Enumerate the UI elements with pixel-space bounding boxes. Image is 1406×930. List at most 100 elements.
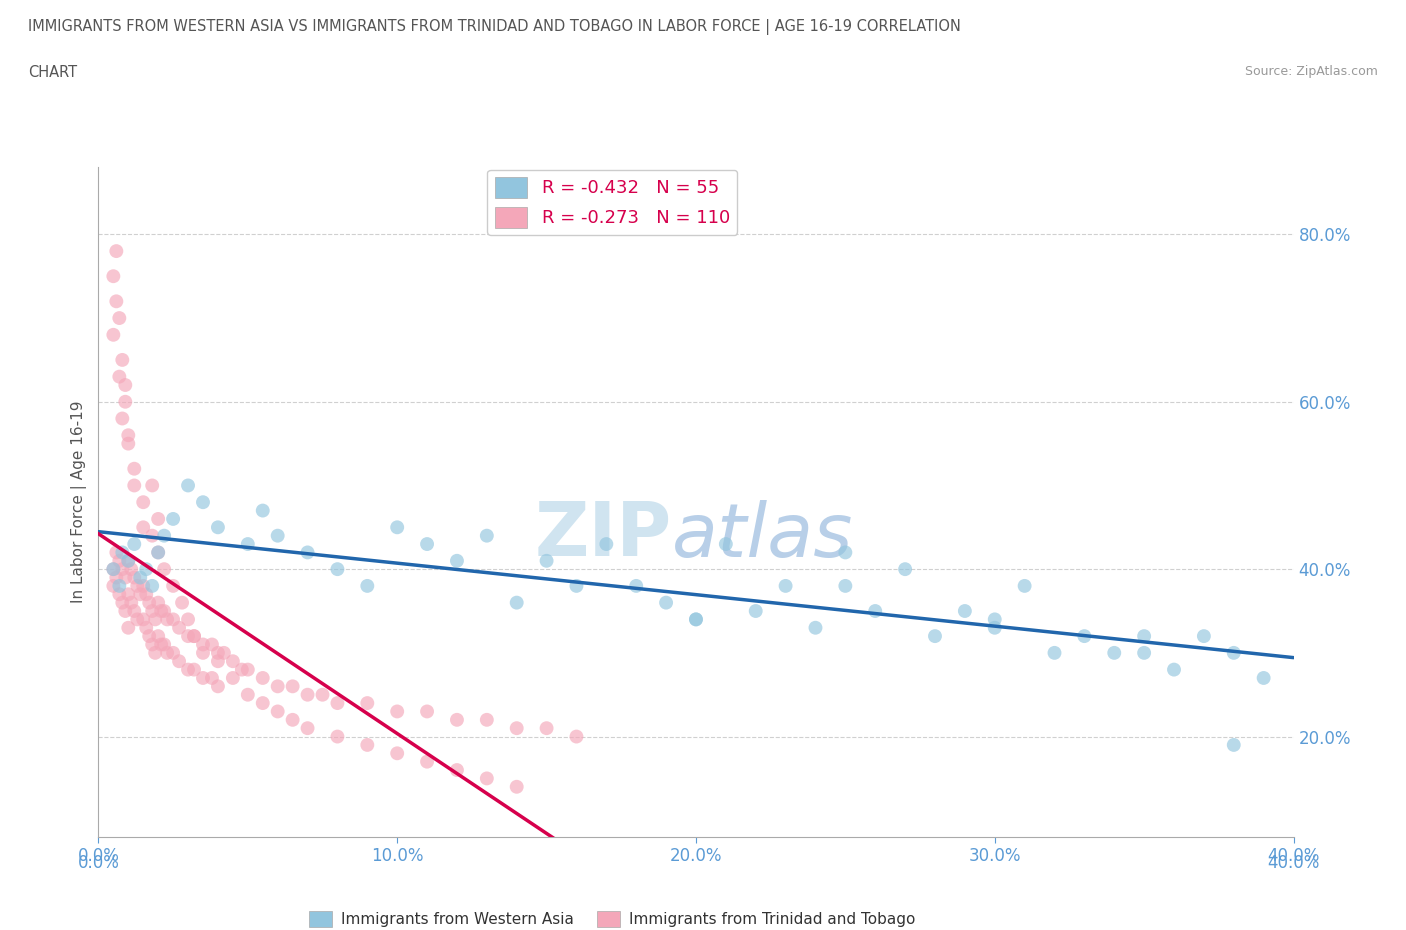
Point: [236, 537, 259, 551]
Point: [117, 553, 139, 568]
Point: [446, 553, 468, 568]
Point: [177, 662, 200, 677]
Point: [1014, 578, 1036, 593]
Point: [162, 578, 184, 593]
Point: [385, 704, 409, 719]
Point: [834, 545, 856, 560]
Point: [201, 637, 224, 652]
Point: [565, 729, 588, 744]
Point: [297, 545, 319, 560]
Point: [108, 553, 131, 568]
Point: [536, 721, 558, 736]
Point: [111, 545, 134, 560]
Point: [385, 746, 409, 761]
Point: [1043, 645, 1066, 660]
Point: [177, 629, 200, 644]
Point: [153, 528, 176, 543]
Point: [207, 679, 229, 694]
Point: [953, 604, 976, 618]
Point: [177, 478, 200, 493]
Point: [714, 537, 737, 551]
Point: [685, 612, 707, 627]
Point: [1133, 629, 1156, 644]
Point: [267, 704, 290, 719]
Point: [108, 311, 131, 325]
Point: [191, 671, 214, 685]
Point: [141, 637, 163, 652]
Text: ZIP: ZIP: [534, 499, 672, 572]
Point: [111, 595, 134, 610]
Point: [183, 662, 205, 677]
Point: [150, 637, 173, 652]
Point: [1223, 645, 1246, 660]
Point: [129, 587, 152, 602]
Point: [108, 369, 131, 384]
Point: [252, 696, 274, 711]
Point: [150, 604, 173, 618]
Point: [416, 537, 439, 551]
Point: [475, 712, 498, 727]
Point: [148, 629, 170, 644]
Point: [183, 629, 205, 644]
Point: [108, 578, 131, 593]
Point: [191, 637, 214, 652]
Point: [162, 512, 184, 526]
Point: [356, 578, 378, 593]
Point: [894, 562, 917, 577]
Point: [207, 645, 229, 660]
Point: [281, 712, 304, 727]
Point: [1104, 645, 1126, 660]
Point: [138, 629, 160, 644]
Point: [148, 595, 170, 610]
Point: [865, 604, 887, 618]
Legend: Immigrants from Western Asia, Immigrants from Trinidad and Tobago: Immigrants from Western Asia, Immigrants…: [304, 905, 921, 930]
Point: [132, 612, 155, 627]
Point: [127, 612, 149, 627]
Point: [924, 629, 946, 644]
Point: [267, 679, 290, 694]
Point: [114, 570, 136, 585]
Point: [105, 545, 128, 560]
Point: [834, 578, 856, 593]
Point: [506, 595, 529, 610]
Point: [141, 578, 163, 593]
Point: [117, 587, 139, 602]
Point: [416, 704, 439, 719]
Point: [624, 578, 647, 593]
Point: [191, 495, 214, 510]
Point: [117, 428, 139, 443]
Point: [804, 620, 827, 635]
Point: [141, 604, 163, 618]
Point: [207, 654, 229, 669]
Point: [135, 562, 157, 577]
Point: [148, 512, 170, 526]
Point: [114, 394, 136, 409]
Point: [120, 595, 142, 610]
Point: [103, 578, 125, 593]
Point: [385, 520, 409, 535]
Point: [156, 612, 179, 627]
Point: [177, 612, 200, 627]
Point: [1253, 671, 1275, 685]
Point: [105, 244, 128, 259]
Point: [103, 327, 125, 342]
Point: [1073, 629, 1095, 644]
Text: atlas: atlas: [672, 499, 853, 572]
Point: [141, 478, 163, 493]
Point: [132, 578, 155, 593]
Point: [281, 679, 304, 694]
Point: [1223, 737, 1246, 752]
Point: [775, 578, 797, 593]
Point: [103, 562, 125, 577]
Point: [595, 537, 617, 551]
Point: [183, 629, 205, 644]
Point: [191, 645, 214, 660]
Point: [114, 378, 136, 392]
Point: [536, 553, 558, 568]
Point: [105, 294, 128, 309]
Text: CHART: CHART: [28, 65, 77, 80]
Point: [129, 570, 152, 585]
Point: [252, 503, 274, 518]
Point: [111, 411, 134, 426]
Point: [685, 612, 707, 627]
